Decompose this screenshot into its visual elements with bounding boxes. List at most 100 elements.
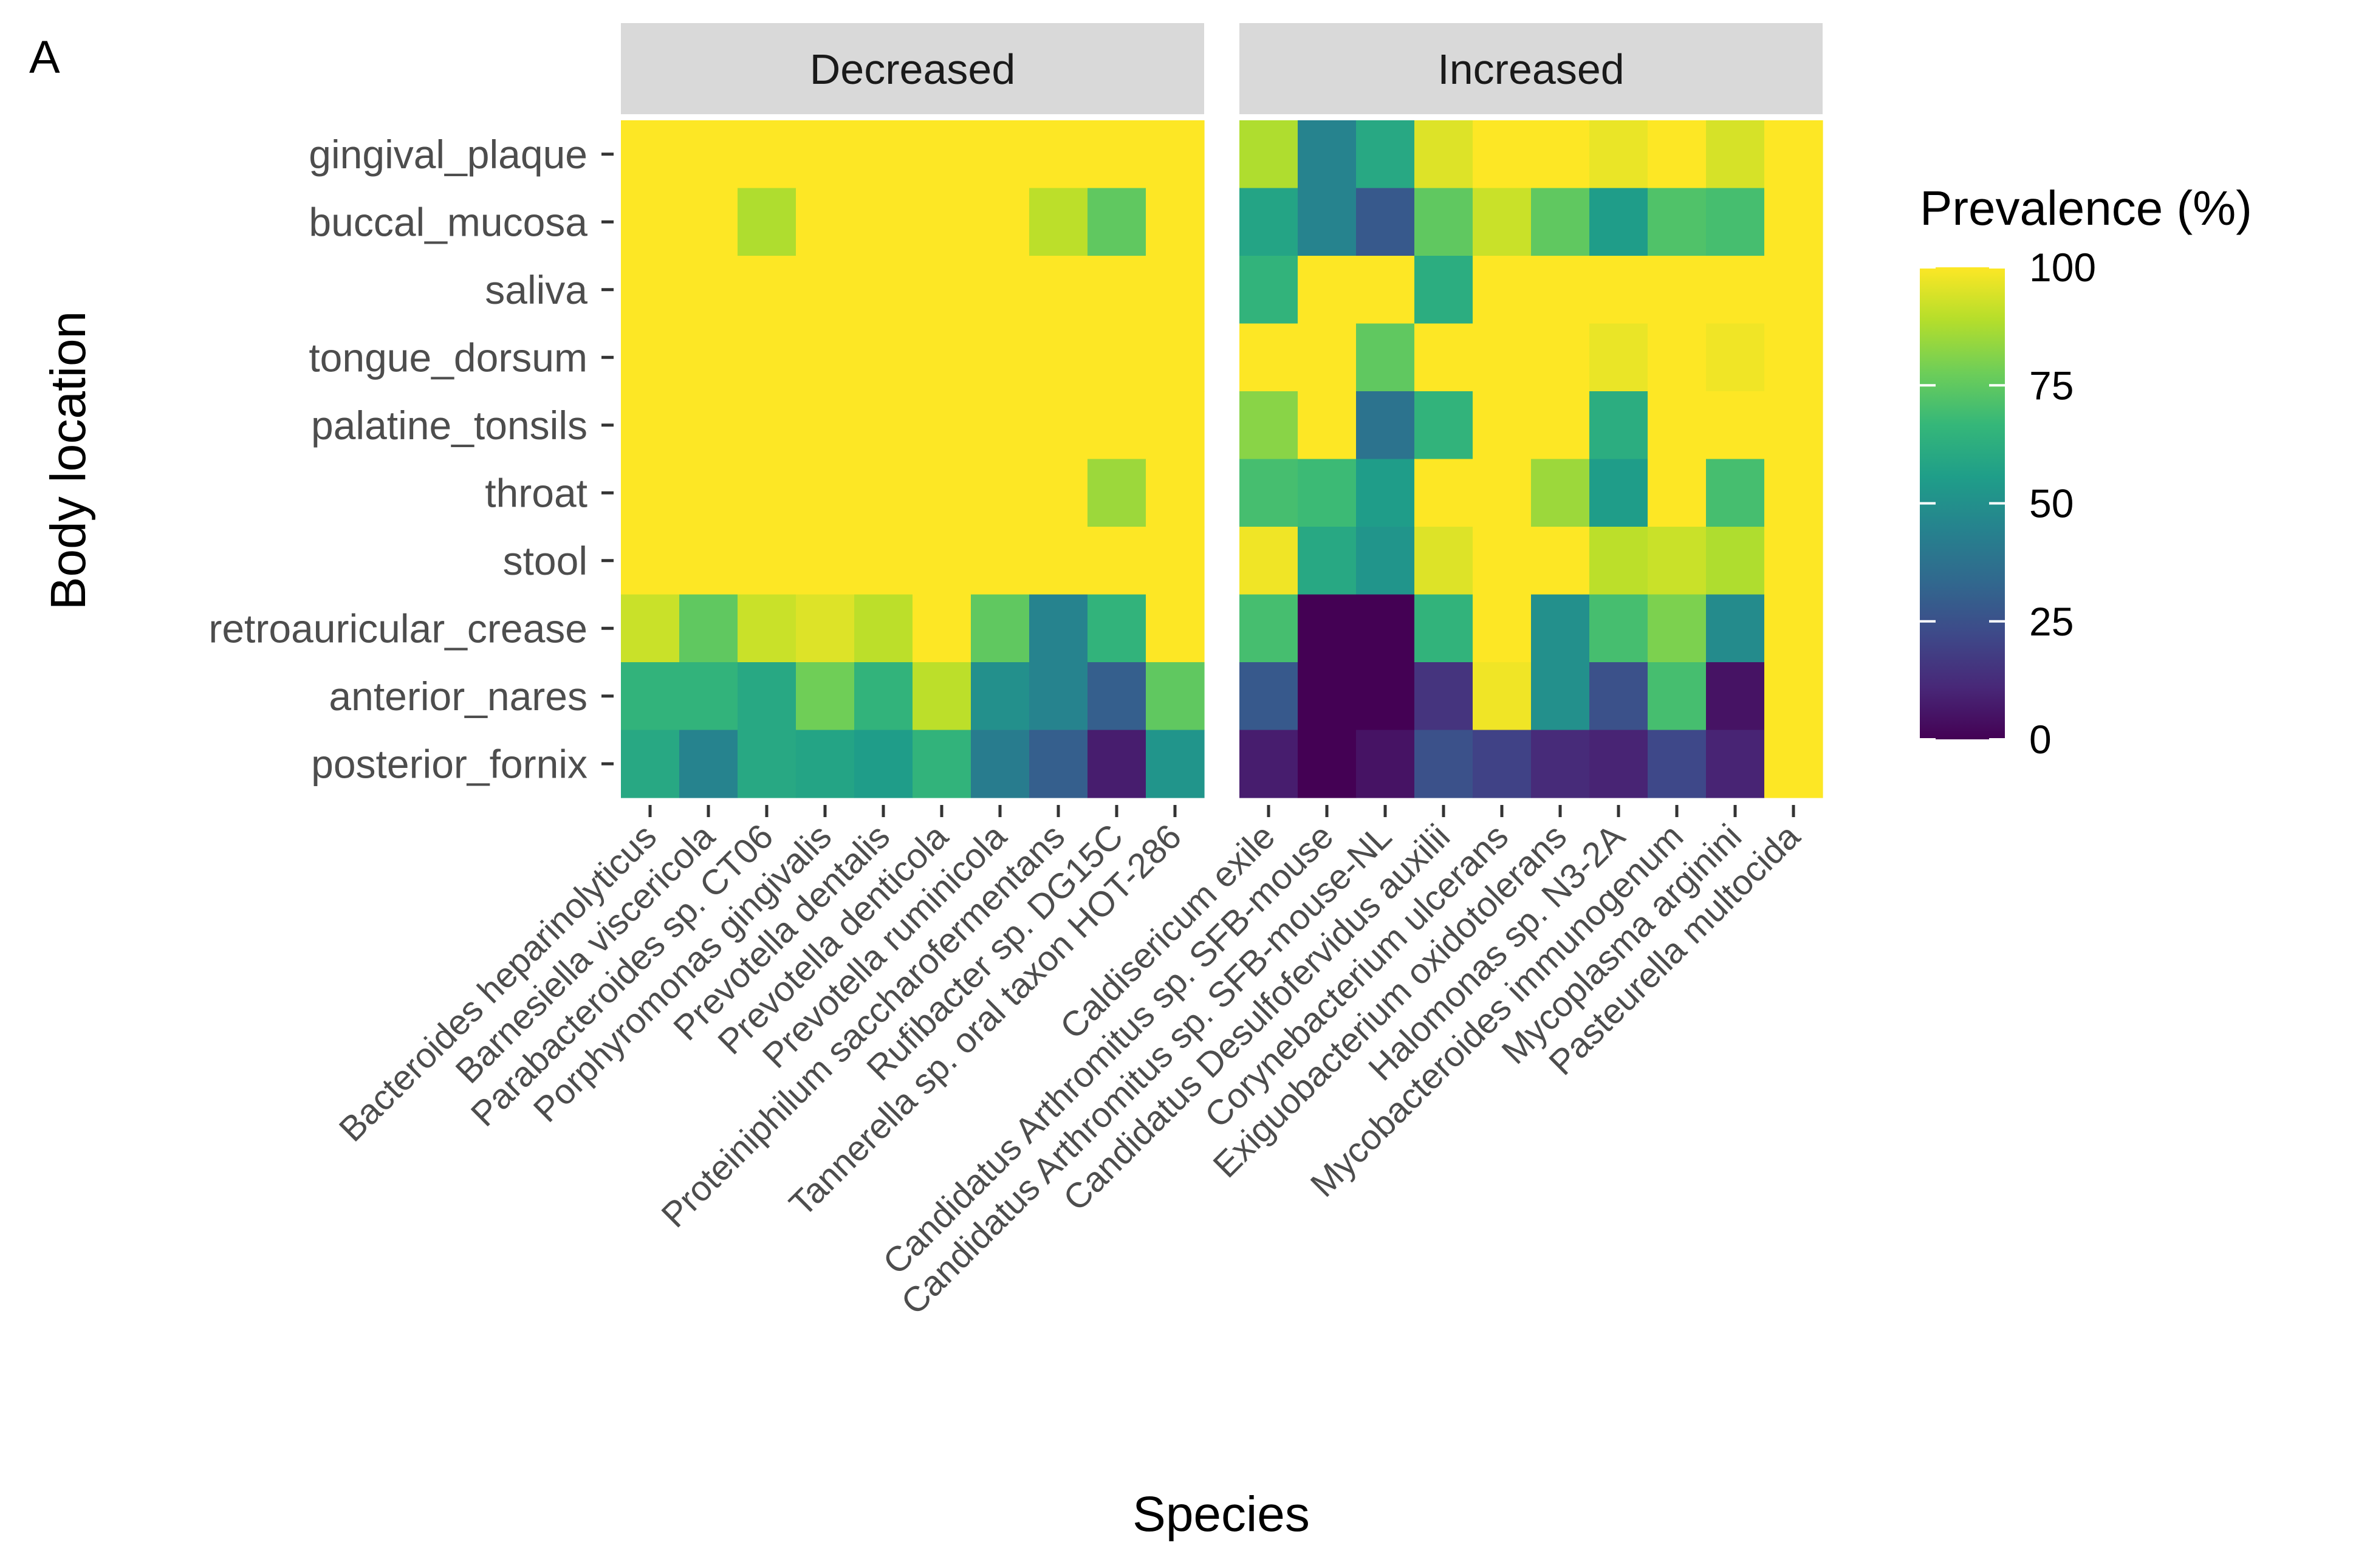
- heatmap-cell-decreased-r6-c3: [796, 527, 855, 595]
- heatmap-cell-decreased-r2-c3: [796, 256, 855, 324]
- heatmap-cell-increased-r7-c2: [1356, 594, 1415, 663]
- legend-ticks: 0 25 50 75 100: [1920, 245, 2096, 762]
- heatmap-cell-decreased-r5-c6: [971, 459, 1030, 527]
- heatmap-cell-increased-r0-c5: [1531, 120, 1590, 189]
- heatmap-cell-decreased-r8-c5: [913, 662, 971, 731]
- heatmap-cell-increased-r0-c6: [1589, 120, 1648, 189]
- y-tick-label-tongue-dorsum: tongue_dorsum: [309, 335, 587, 380]
- heatmap-cell-increased-r8-c6: [1589, 662, 1648, 731]
- heatmap-cell-decreased-r9-c7: [1029, 730, 1088, 798]
- heatmap-cell-increased-r4-c1: [1298, 391, 1357, 460]
- panel-letter: A: [29, 32, 60, 83]
- heatmap-cell-increased-r9-c1: [1298, 730, 1357, 798]
- y-tick-label-retroauricular-crease: retroauricular_crease: [208, 606, 587, 651]
- heatmap-cell-increased-r8-c1: [1298, 662, 1357, 731]
- heatmap-cell-decreased-r7-c4: [854, 594, 913, 663]
- heatmap-cell-decreased-r7-c1: [679, 594, 738, 663]
- heatmap-cell-increased-r7-c8: [1706, 594, 1765, 663]
- heatmap-cell-increased-r5-c9: [1764, 459, 1823, 527]
- heatmap-cell-decreased-r7-c3: [796, 594, 855, 663]
- heatmap-cell-decreased-r9-c0: [621, 730, 680, 798]
- heatmap-cell-decreased-r3-c3: [796, 323, 855, 392]
- heatmap-cell-increased-r5-c4: [1473, 459, 1532, 527]
- heatmap-cell-decreased-r5-c4: [854, 459, 913, 527]
- heatmap-cell-decreased-r9-c8: [1087, 730, 1146, 798]
- heatmap-cell-decreased-r5-c1: [679, 459, 738, 527]
- heatmap-cell-decreased-r5-c3: [796, 459, 855, 527]
- heatmap-cell-decreased-r3-c9: [1146, 323, 1205, 392]
- y-tick-label-throat: throat: [485, 470, 587, 515]
- heatmap-cell-increased-r2-c9: [1764, 256, 1823, 324]
- heatmap-cell-decreased-r7-c9: [1146, 594, 1205, 663]
- heatmap-cell-increased-r1-c3: [1414, 188, 1473, 256]
- heatmap-cell-decreased-r9-c3: [796, 730, 855, 798]
- heatmap-cell-decreased-r9-c2: [738, 730, 796, 798]
- heatmap-cell-increased-r6-c0: [1239, 527, 1298, 595]
- heatmap-cell-decreased-r4-c0: [621, 391, 680, 460]
- heatmap-cell-increased-r3-c3: [1414, 323, 1473, 392]
- heatmap-cell-increased-r5-c5: [1531, 459, 1590, 527]
- heatmap-cell-decreased-r7-c8: [1087, 594, 1146, 663]
- legend-tick-label: 75: [2029, 363, 2074, 408]
- heatmap-cell-increased-r7-c6: [1589, 594, 1648, 663]
- heatmap-cell-decreased-r1-c1: [679, 188, 738, 256]
- heatmap-cell-decreased-r5-c9: [1146, 459, 1205, 527]
- heatmap-cell-increased-r8-c4: [1473, 662, 1532, 731]
- y-tick-label-gingival-plaque: gingival_plaque: [309, 132, 587, 177]
- heatmap-cell-increased-r1-c2: [1356, 188, 1415, 256]
- heatmap-cell-decreased-r6-c7: [1029, 527, 1088, 595]
- heatmap-cell-increased-r5-c6: [1589, 459, 1648, 527]
- heatmap-cell-decreased-r0-c7: [1029, 120, 1088, 189]
- heatmap-cell-decreased-r1-c5: [913, 188, 971, 256]
- heatmap-cell-decreased-r5-c5: [913, 459, 971, 527]
- heatmap-cell-decreased-r8-c4: [854, 662, 913, 731]
- legend-title: Prevalence (%): [1920, 181, 2252, 235]
- heatmap-cell-decreased-r6-c9: [1146, 527, 1205, 595]
- heatmap-cell-increased-r6-c2: [1356, 527, 1415, 595]
- heatmap-cell-increased-r0-c8: [1706, 120, 1765, 189]
- heatmap-cell-increased-r9-c9: [1764, 730, 1823, 798]
- heatmap-cell-decreased-r3-c2: [738, 323, 796, 392]
- heatmap-cell-increased-r8-c0: [1239, 662, 1298, 731]
- heatmap-cell-decreased-r2-c1: [679, 256, 738, 324]
- heatmap-cell-decreased-r0-c2: [738, 120, 796, 189]
- heatmap-cell-decreased-r2-c8: [1087, 256, 1146, 324]
- heatmap-cell-increased-r6-c3: [1414, 527, 1473, 595]
- heatmap-cell-decreased-r1-c8: [1087, 188, 1146, 256]
- heatmap-cell-increased-r8-c7: [1648, 662, 1707, 731]
- heatmap-cell-decreased-r4-c3: [796, 391, 855, 460]
- heatmap-cell-increased-r2-c3: [1414, 256, 1473, 324]
- heatmap-cell-increased-r0-c7: [1648, 120, 1707, 189]
- heatmap-cell-increased-r4-c6: [1589, 391, 1648, 460]
- heatmap-cell-increased-r1-c1: [1298, 188, 1357, 256]
- heatmap-cell-increased-r7-c0: [1239, 594, 1298, 663]
- legend-tick-label: 0: [2029, 717, 2052, 762]
- heatmap-cell-increased-r6-c7: [1648, 527, 1707, 595]
- heatmap-cell-increased-r2-c6: [1589, 256, 1648, 324]
- heatmap-cell-decreased-r4-c1: [679, 391, 738, 460]
- heatmap-cell-decreased-r3-c7: [1029, 323, 1088, 392]
- heatmap-cell-decreased-r6-c1: [679, 527, 738, 595]
- heatmap-cell-increased-r7-c7: [1648, 594, 1707, 663]
- heatmap-cell-increased-r1-c0: [1239, 188, 1298, 256]
- heatmap-cell-increased-r3-c7: [1648, 323, 1707, 392]
- heatmap-cell-decreased-r3-c5: [913, 323, 971, 392]
- heatmap-cell-decreased-r7-c6: [971, 594, 1030, 663]
- heatmap-cell-decreased-r1-c2: [738, 188, 796, 256]
- heatmap-cell-increased-r4-c4: [1473, 391, 1532, 460]
- heatmap-cell-increased-r3-c2: [1356, 323, 1415, 392]
- heatmap-cell-decreased-r1-c3: [796, 188, 855, 256]
- heatmap-cell-decreased-r6-c5: [913, 527, 971, 595]
- heatmap-cell-increased-r8-c2: [1356, 662, 1415, 731]
- heatmap-cell-increased-r2-c8: [1706, 256, 1765, 324]
- heatmap-cell-decreased-r3-c0: [621, 323, 680, 392]
- legend-tick-label: 50: [2029, 481, 2074, 526]
- heatmap-cell-decreased-r8-c9: [1146, 662, 1205, 731]
- heatmap-cell-decreased-r8-c7: [1029, 662, 1088, 731]
- heatmap-cell-decreased-r0-c4: [854, 120, 913, 189]
- heatmap-cell-increased-r9-c3: [1414, 730, 1473, 798]
- heatmap-cell-increased-r8-c9: [1764, 662, 1823, 731]
- heatmap-cell-increased-r1-c9: [1764, 188, 1823, 256]
- heatmap-cell-decreased-r6-c2: [738, 527, 796, 595]
